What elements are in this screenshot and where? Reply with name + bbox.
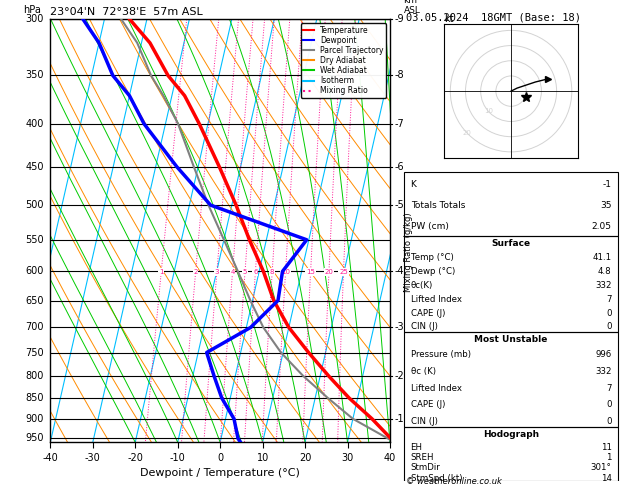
- Text: 5: 5: [243, 269, 247, 275]
- Text: 4: 4: [230, 269, 235, 275]
- Text: 2.05: 2.05: [591, 222, 611, 231]
- Text: 3: 3: [214, 269, 219, 275]
- Text: 35: 35: [600, 201, 611, 210]
- Text: 300: 300: [26, 15, 44, 24]
- Text: 2: 2: [193, 269, 198, 275]
- Text: Totals Totals: Totals Totals: [411, 201, 465, 210]
- Text: CAPE (J): CAPE (J): [411, 400, 445, 409]
- Text: 800: 800: [26, 371, 44, 381]
- Text: 03.05.2024  18GMT (Base: 18): 03.05.2024 18GMT (Base: 18): [406, 12, 581, 22]
- Text: 400: 400: [26, 119, 44, 129]
- Text: km
ASL: km ASL: [404, 0, 420, 15]
- Text: kt: kt: [444, 14, 454, 24]
- Text: -5: -5: [394, 200, 404, 210]
- Text: 8: 8: [270, 269, 274, 275]
- Text: 23°04'N  72°38'E  57m ASL: 23°04'N 72°38'E 57m ASL: [50, 7, 203, 17]
- Text: -1: -1: [394, 414, 404, 424]
- Text: 850: 850: [25, 393, 44, 403]
- Text: PW (cm): PW (cm): [411, 222, 448, 231]
- Text: 450: 450: [25, 162, 44, 172]
- Text: -8: -8: [394, 70, 404, 81]
- Text: 4.8: 4.8: [598, 267, 611, 276]
- Text: Mixing Ratio (g/kg): Mixing Ratio (g/kg): [404, 212, 413, 292]
- Text: 10: 10: [485, 108, 494, 114]
- Text: 11: 11: [601, 443, 611, 451]
- Text: 950: 950: [25, 434, 44, 443]
- Text: hPa: hPa: [23, 5, 41, 15]
- Text: Surface: Surface: [491, 239, 531, 248]
- Text: 700: 700: [25, 322, 44, 332]
- Text: -1: -1: [603, 179, 611, 189]
- Text: Lifted Index: Lifted Index: [411, 295, 462, 304]
- Text: 332: 332: [595, 281, 611, 290]
- Text: 20: 20: [463, 130, 472, 136]
- Text: Lifted Index: Lifted Index: [411, 383, 462, 393]
- Text: 20: 20: [325, 269, 333, 275]
- Text: 301°: 301°: [591, 463, 611, 472]
- Text: Most Unstable: Most Unstable: [474, 335, 548, 344]
- Text: 0: 0: [606, 417, 611, 426]
- Text: 550: 550: [25, 235, 44, 245]
- Text: EH: EH: [411, 443, 423, 451]
- Text: SREH: SREH: [411, 453, 434, 462]
- Text: 996: 996: [595, 350, 611, 360]
- Text: Temp (°C): Temp (°C): [411, 253, 454, 262]
- Text: θᴄ(K): θᴄ(K): [411, 281, 433, 290]
- Text: 500: 500: [25, 200, 44, 210]
- Text: 7: 7: [606, 383, 611, 393]
- Text: θᴄ (K): θᴄ (K): [411, 367, 435, 376]
- Text: -7: -7: [394, 119, 404, 129]
- Text: 600: 600: [26, 266, 44, 277]
- Text: 41.1: 41.1: [593, 253, 611, 262]
- Bar: [404, 173, 618, 236]
- Text: Dewp (°C): Dewp (°C): [411, 267, 455, 276]
- Text: CIN (J): CIN (J): [411, 417, 437, 426]
- Bar: [404, 331, 618, 427]
- X-axis label: Dewpoint / Temperature (°C): Dewpoint / Temperature (°C): [140, 468, 300, 478]
- Text: 6: 6: [253, 269, 258, 275]
- Text: K: K: [411, 179, 416, 189]
- Text: 7: 7: [606, 295, 611, 304]
- Text: StmSpd (kt): StmSpd (kt): [411, 473, 462, 483]
- Text: 10: 10: [281, 269, 290, 275]
- Text: StmDir: StmDir: [411, 463, 440, 472]
- Text: -2: -2: [394, 371, 404, 381]
- Text: -9: -9: [394, 15, 404, 24]
- Text: CAPE (J): CAPE (J): [411, 309, 445, 318]
- Text: 0: 0: [606, 309, 611, 318]
- Text: 14: 14: [601, 473, 611, 483]
- Legend: Temperature, Dewpoint, Parcel Trajectory, Dry Adiabat, Wet Adiabat, Isotherm, Mi: Temperature, Dewpoint, Parcel Trajectory…: [301, 23, 386, 98]
- Text: 0: 0: [606, 322, 611, 331]
- Text: 650: 650: [25, 295, 44, 306]
- Text: 332: 332: [595, 367, 611, 376]
- Text: 0: 0: [606, 400, 611, 409]
- Text: 900: 900: [26, 414, 44, 424]
- Text: Pressure (mb): Pressure (mb): [411, 350, 470, 360]
- Text: Hodograph: Hodograph: [483, 430, 539, 439]
- Bar: [404, 427, 618, 481]
- Text: -6: -6: [394, 162, 404, 172]
- Text: 350: 350: [25, 70, 44, 81]
- Text: -4: -4: [394, 266, 404, 277]
- Bar: [404, 236, 618, 331]
- Text: 15: 15: [306, 269, 315, 275]
- Text: 1: 1: [159, 269, 164, 275]
- Text: CIN (J): CIN (J): [411, 322, 437, 331]
- Text: -3: -3: [394, 322, 404, 332]
- Text: © weatheronline.co.uk: © weatheronline.co.uk: [406, 477, 501, 486]
- Text: 1: 1: [606, 453, 611, 462]
- Text: 25: 25: [339, 269, 348, 275]
- Text: 750: 750: [25, 347, 44, 358]
